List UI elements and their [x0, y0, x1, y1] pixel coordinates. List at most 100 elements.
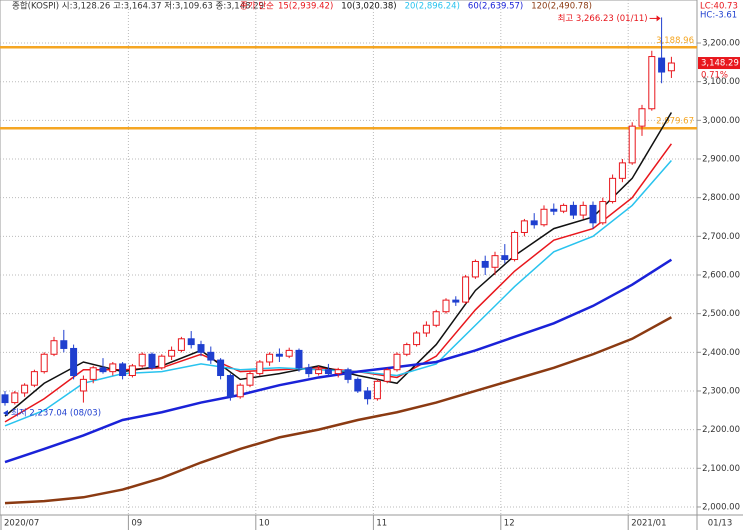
- candle-body: [295, 349, 303, 369]
- legend-prefix: 종가 단순: [240, 1, 274, 12]
- candle-body: [177, 338, 185, 351]
- candle-body: [618, 162, 626, 179]
- candle-body: [148, 353, 156, 369]
- y-tick-label: 2,300.00: [702, 386, 740, 396]
- candle-body: [628, 125, 636, 164]
- note-arrowhead: [3, 410, 8, 416]
- candle-body: [99, 367, 107, 373]
- candle-body: [364, 390, 372, 400]
- candle-body: [60, 340, 68, 349]
- legend-entry: 120(2,490.78): [531, 2, 592, 12]
- y-tick-label: 2,800.00: [702, 193, 740, 203]
- candle-body: [550, 208, 558, 212]
- candle-body: [128, 365, 136, 377]
- legend-entry: 20(2,896.24): [405, 2, 460, 12]
- candle-body: [393, 353, 401, 371]
- candle-body: [354, 378, 362, 392]
- candle-body: [432, 311, 440, 326]
- x-tick-label: 11: [376, 519, 387, 529]
- price-box: [698, 57, 740, 70]
- candle-body: [520, 220, 528, 233]
- indicator-label: HC:-3.61: [700, 11, 737, 21]
- candle-body: [109, 363, 117, 373]
- candle-body: [422, 324, 430, 334]
- candle-body: [501, 255, 509, 261]
- y-tick-label: 2,900.00: [702, 155, 740, 165]
- candle-body: [1, 394, 9, 404]
- candle-body: [187, 338, 195, 346]
- candle-body: [138, 353, 146, 367]
- candle-body: [70, 347, 78, 377]
- candle-body: [226, 375, 234, 398]
- candle-body: [403, 344, 411, 355]
- candle-body: [246, 373, 254, 386]
- candle-body: [30, 371, 38, 386]
- candle-body: [648, 56, 656, 110]
- y-tick-label: 2,200.00: [702, 425, 740, 435]
- ma-line: [4, 316, 673, 505]
- plot-frame: [0, 0, 698, 516]
- candle-body: [530, 220, 538, 226]
- candle-body: [40, 353, 48, 373]
- indicator-label: LC:40.73: [700, 2, 738, 12]
- y-tick-label: 2,100.00: [702, 464, 740, 474]
- candle-body: [383, 369, 391, 382]
- x-tick-label: 10: [259, 519, 270, 529]
- candle-body: [256, 361, 264, 375]
- y-tick-label: 2,500.00: [702, 309, 740, 319]
- candle-body: [236, 384, 244, 398]
- reference-label: 2,979.67: [656, 117, 694, 127]
- candle-body: [638, 108, 646, 127]
- y-tick-label: 3,100.00: [702, 77, 740, 87]
- header: 종합(KOSPI) 시:3,128.26 고:3,164.37 저:3,109.…: [12, 2, 264, 12]
- y-tick-label: 3,000.00: [702, 116, 740, 126]
- legend-entry: 10(3,020.38): [341, 2, 396, 12]
- x-tick-label: 2021/01: [631, 519, 666, 529]
- y-tick-label: 3,200.00: [702, 39, 740, 49]
- reference-label: 3,188.96: [656, 36, 694, 46]
- note-arrowhead: [656, 15, 661, 22]
- candle-body: [305, 367, 313, 375]
- candle-body: [462, 276, 470, 303]
- candle-body: [21, 384, 29, 394]
- candle-body: [266, 353, 274, 363]
- candle-body: [491, 255, 499, 268]
- y-tick-label: 2,400.00: [702, 348, 740, 358]
- legend-entry: 15(2,939.42): [278, 2, 333, 12]
- candle-body: [609, 177, 617, 203]
- legend-entry: 60(2,639.57): [468, 2, 523, 12]
- candle-body: [89, 367, 97, 380]
- candle-body: [158, 355, 166, 369]
- candle-body: [560, 204, 568, 212]
- last-price: 3,148.29: [701, 59, 739, 69]
- y-tick-label: 2,600.00: [702, 270, 740, 280]
- candle-body: [168, 349, 176, 357]
- low-note: 최저 2,237.04 (08/03): [11, 408, 101, 419]
- candle-body: [413, 332, 421, 346]
- high-note: 최고 3,266.23 (01/11): [558, 13, 648, 24]
- candle-body: [599, 201, 607, 224]
- candle-body: [217, 359, 225, 377]
- candle-body: [197, 344, 205, 353]
- x-tick-label: 09: [131, 519, 142, 529]
- candle-body: [511, 231, 519, 261]
- y-tick-label: 2,000.00: [702, 502, 740, 512]
- candle-body: [119, 363, 127, 377]
- candle-body: [315, 369, 323, 375]
- candle-body: [275, 353, 283, 357]
- candle-body: [11, 392, 19, 404]
- candle-body: [324, 369, 332, 375]
- candle-body: [207, 351, 215, 361]
- candle-body: [50, 340, 58, 355]
- x-tick-label: 2020/07: [4, 519, 39, 529]
- y-tick-label: 2,700.00: [702, 232, 740, 242]
- candle-body: [285, 349, 293, 357]
- x-tick-label: 12: [504, 519, 515, 529]
- candle-body: [79, 378, 87, 392]
- candle-body: [471, 260, 479, 278]
- candle-body: [373, 380, 381, 400]
- candle-body: [569, 204, 577, 216]
- candle-body: [442, 299, 450, 313]
- candle-body: [540, 208, 548, 226]
